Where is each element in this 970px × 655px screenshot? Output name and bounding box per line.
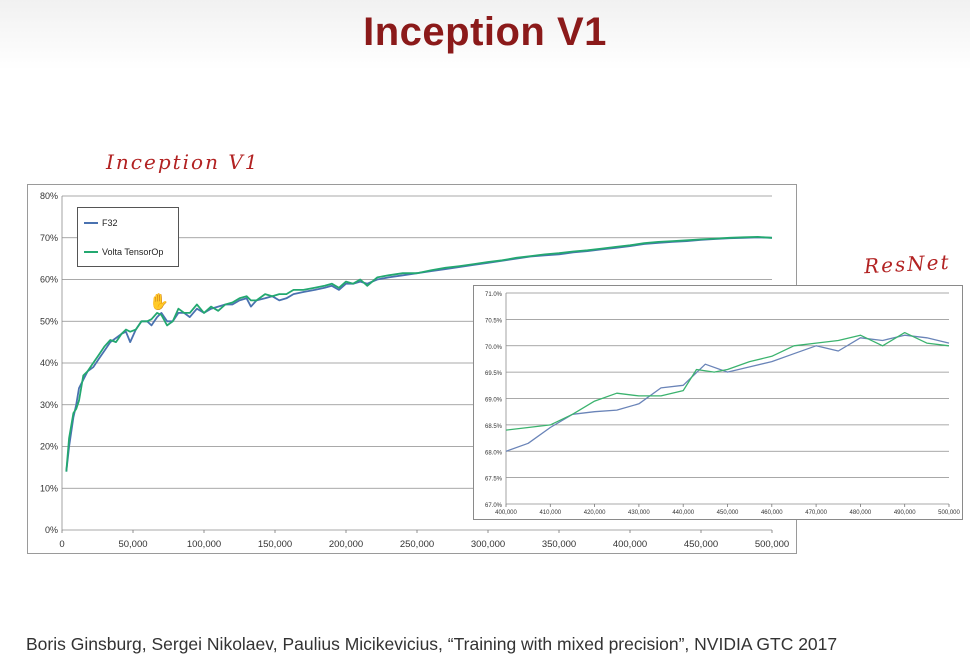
citation: Boris Ginsburg, Sergei Nikolaev, Paulius… — [26, 634, 838, 654]
y-tick-label: 0% — [45, 525, 58, 535]
inception-chart-svg: 0% 10% 20% 30% 40% 50% 60% 70% 80% 0 50,000 100,000… — [40, 191, 789, 550]
x-tick-label: 450,000 — [717, 510, 739, 516]
legend-swatch-volta — [84, 251, 98, 253]
x-tick-label: 350,000 — [542, 539, 576, 550]
legend-item-f32: F32 — [84, 216, 118, 230]
y-tick-label: 70.0% — [485, 345, 503, 351]
handwritten-resnet-label: ResNet — [863, 249, 952, 279]
slide-title: Inception V1 — [363, 10, 607, 54]
x-tick-label: 460,000 — [761, 510, 783, 516]
x-tick-label: 490,000 — [894, 510, 916, 516]
x-tick-label: 480,000 — [850, 510, 872, 516]
hand-cursor-icon: ✋ — [149, 294, 169, 311]
y-tick-label: 70.5% — [485, 318, 503, 324]
handwritten-inception-label: Inception V1 — [106, 150, 260, 174]
legend-label-f32: F32 — [102, 218, 118, 228]
y-tick-label: 70% — [40, 233, 58, 243]
x-tick-label: 100,000 — [187, 539, 221, 550]
chart-legend: F32 Volta TensorOp — [77, 207, 179, 267]
x-tick-label: 500,000 — [755, 539, 789, 550]
x-tick-label: 500,000 — [938, 510, 960, 516]
y-tick-label: 68.0% — [485, 450, 503, 456]
y-tick-label: 67.0% — [485, 503, 503, 509]
x-tick-label: 420,000 — [584, 510, 606, 516]
y-tick-label: 67.5% — [485, 477, 503, 483]
legend-swatch-f32 — [84, 222, 98, 224]
y-tick-label: 30% — [40, 400, 58, 410]
x-tick-label: 450,000 — [684, 539, 718, 550]
series-line-1 — [65, 236, 773, 472]
x-tick-label: 250,000 — [400, 539, 434, 550]
y-tick-label: 68.5% — [485, 424, 503, 430]
y-tick-label: 10% — [40, 483, 58, 493]
x-tick-label: 200,000 — [329, 539, 363, 550]
y-tick-label: 40% — [40, 358, 58, 368]
x-tick-label: 50,000 — [118, 539, 147, 550]
x-tick-label: 410,000 — [539, 510, 561, 516]
y-tick-label: 60% — [40, 275, 58, 285]
x-tick-label: 150,000 — [258, 539, 292, 550]
y-tick-label: 20% — [40, 442, 58, 452]
x-tick-label: 300,000 — [471, 539, 505, 550]
series-line-1 — [505, 331, 950, 431]
y-tick-label: 71.0% — [485, 292, 503, 298]
legend-item-volta: Volta TensorOp — [84, 245, 163, 259]
x-tick-label: 470,000 — [805, 510, 827, 516]
resnet-chart: 67.0% 67.5% 68.0% 68.5% 69.0% 69.5% 70.0% 70.5%… — [473, 285, 963, 520]
x-tick-label: 400,000 — [613, 539, 647, 550]
x-tick-label: 430,000 — [628, 510, 650, 516]
x-tick-label: 440,000 — [672, 510, 694, 516]
legend-label-volta: Volta TensorOp — [102, 247, 164, 257]
y-tick-label: 69.0% — [485, 398, 503, 404]
resnet-chart-svg: 67.0% 67.5% 68.0% 68.5% 69.0% 69.5% 70.0% 70.5%… — [485, 292, 961, 516]
x-tick-label: 0 — [59, 539, 64, 550]
y-tick-label: 80% — [40, 191, 58, 201]
series-line-0 — [505, 334, 950, 452]
x-tick-label: 400,000 — [495, 510, 517, 516]
y-tick-label: 69.5% — [485, 371, 503, 377]
y-tick-label: 50% — [40, 316, 58, 326]
